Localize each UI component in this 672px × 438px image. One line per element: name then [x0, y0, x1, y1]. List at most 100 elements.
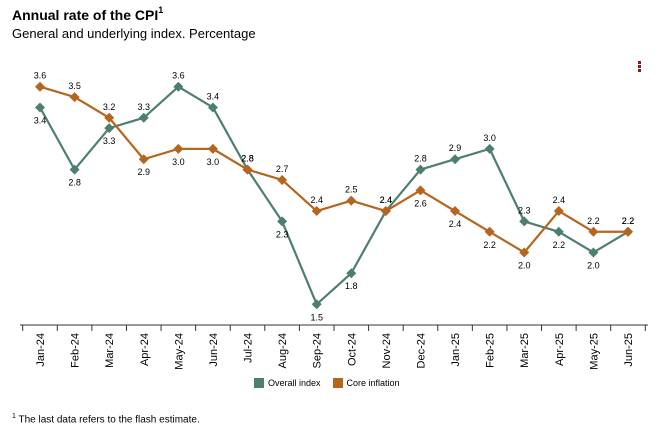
data-point-core: [207, 143, 218, 154]
data-label-core: 2.2: [622, 216, 635, 226]
data-label-core: 3.0: [207, 157, 220, 167]
data-label-overall: 2.2: [622, 216, 635, 226]
legend-label-core: Core inflation: [346, 378, 400, 388]
data-label-overall: 3.3: [103, 136, 116, 146]
x-tick-label: Apr-25: [554, 333, 566, 366]
data-label-core: 3.5: [68, 81, 81, 91]
series-line-overall: [39, 85, 629, 306]
data-point-overall: [207, 102, 218, 113]
data-point-overall: [346, 268, 357, 279]
data-point-core: [35, 81, 45, 92]
x-tick-label: Sep-24: [312, 333, 324, 368]
x-tick-label: Jan-25: [450, 333, 462, 367]
data-point-core: [138, 154, 149, 165]
data-point-overall: [519, 216, 530, 227]
data-label-core: 2.9: [138, 167, 151, 177]
chart-legend: Overall index Core inflation: [254, 378, 400, 388]
data-label-core: 2.5: [345, 185, 358, 195]
x-tick-label: Feb-25: [485, 333, 497, 368]
data-label-overall: 3.6: [172, 71, 185, 81]
data-point-core: [415, 185, 426, 196]
data-point-core: [69, 92, 80, 103]
legend-swatch-overall: [254, 378, 264, 388]
data-label-overall: 3.4: [207, 91, 220, 101]
data-label-core: 3.0: [172, 157, 185, 167]
x-tick-label: Mar-25: [519, 333, 531, 368]
data-point-overall: [104, 123, 115, 134]
x-tick-label: Jun-25: [623, 333, 635, 367]
x-tick-label: Apr-24: [139, 333, 151, 366]
data-label-overall: 3.3: [138, 102, 151, 112]
x-tick-label: Aug-24: [277, 333, 289, 368]
data-point-core: [242, 164, 253, 175]
data-point-core: [450, 206, 461, 217]
legend-label-overall: Overall index: [268, 378, 321, 388]
data-label-overall: 2.3: [518, 205, 531, 215]
data-point-core: [623, 226, 633, 237]
x-tick-label: Mar-24: [104, 333, 116, 368]
data-label-overall: 2.3: [276, 229, 289, 239]
data-point-core: [380, 206, 391, 217]
data-point-overall: [415, 164, 426, 175]
data-label-core: 2.6: [414, 198, 427, 208]
data-label-overall: 2.8: [414, 154, 427, 164]
data-point-core: [484, 226, 495, 237]
data-label-overall: 3.4: [34, 115, 47, 125]
footnote-text: The last data refers to the flash estima…: [18, 414, 200, 426]
data-label-core: 2.2: [587, 216, 600, 226]
data-label-overall: 1.5: [310, 312, 323, 322]
chart-subtitle: General and underlying index. Percentage: [12, 26, 256, 41]
legend-item-overall[interactable]: Overall index: [254, 378, 321, 388]
data-point-core: [277, 174, 288, 185]
data-point-core: [519, 247, 530, 258]
data-label-overall: 2.8: [68, 178, 81, 188]
series-line-core: [39, 85, 628, 254]
data-label-overall: 2.2: [553, 240, 566, 250]
data-point-core: [173, 143, 184, 154]
data-label-overall: 2.9: [449, 143, 462, 153]
data-point-overall: [35, 102, 45, 113]
data-label-core: 2.4: [553, 195, 566, 205]
x-tick-label: May-24: [173, 333, 185, 370]
data-point-overall: [553, 226, 564, 237]
data-label-core: 2.4: [380, 195, 393, 205]
chart-menu-icon[interactable]: [638, 61, 642, 73]
x-tick-label: Nov-24: [381, 333, 393, 368]
x-tick-label: Oct-24: [346, 333, 358, 366]
x-tick-label: Dec-24: [415, 333, 427, 368]
data-label-core: 3.6: [34, 71, 47, 81]
data-point-overall: [588, 247, 599, 258]
legend-swatch-core: [332, 378, 343, 388]
data-label-overall: 2.8: [241, 154, 254, 164]
data-label-core: 2.2: [483, 240, 496, 250]
data-label-overall: 2.0: [587, 260, 600, 270]
x-tick-label: Jun-24: [208, 333, 220, 367]
x-tick-label: May-25: [588, 333, 600, 370]
data-label-core: 2.4: [449, 219, 462, 229]
data-point-overall: [173, 81, 184, 92]
legend-item-core[interactable]: Core inflation: [332, 378, 400, 388]
footnote-marker: 1: [12, 413, 16, 420]
x-tick-label: Jan-24: [35, 333, 47, 367]
data-point-overall: [69, 164, 80, 175]
title-footnote-marker: 1: [158, 5, 164, 15]
data-point-overall: [138, 112, 149, 123]
data-point-core: [553, 206, 564, 217]
x-tick-label: Feb-24: [70, 333, 82, 368]
data-label-core: 2.0: [518, 260, 531, 270]
data-label-core: 2.7: [276, 164, 289, 174]
x-tick-label: Jul-24: [243, 333, 255, 363]
data-point-core: [588, 226, 599, 237]
data-point-overall: [311, 299, 322, 310]
footnote: 1 The last data refers to the flash esti…: [12, 413, 200, 425]
data-point-overall: [450, 154, 461, 165]
data-label-overall: 3.0: [483, 133, 496, 143]
chart-title-text: Annual rate of the CPI: [12, 7, 159, 23]
chart-title: Annual rate of the CPI1: [12, 5, 164, 23]
data-label-core: 3.2: [103, 102, 116, 112]
data-point-core: [346, 195, 357, 206]
data-point-core: [311, 206, 322, 217]
data-point-overall: [277, 216, 288, 227]
data-point-core: [104, 112, 115, 123]
